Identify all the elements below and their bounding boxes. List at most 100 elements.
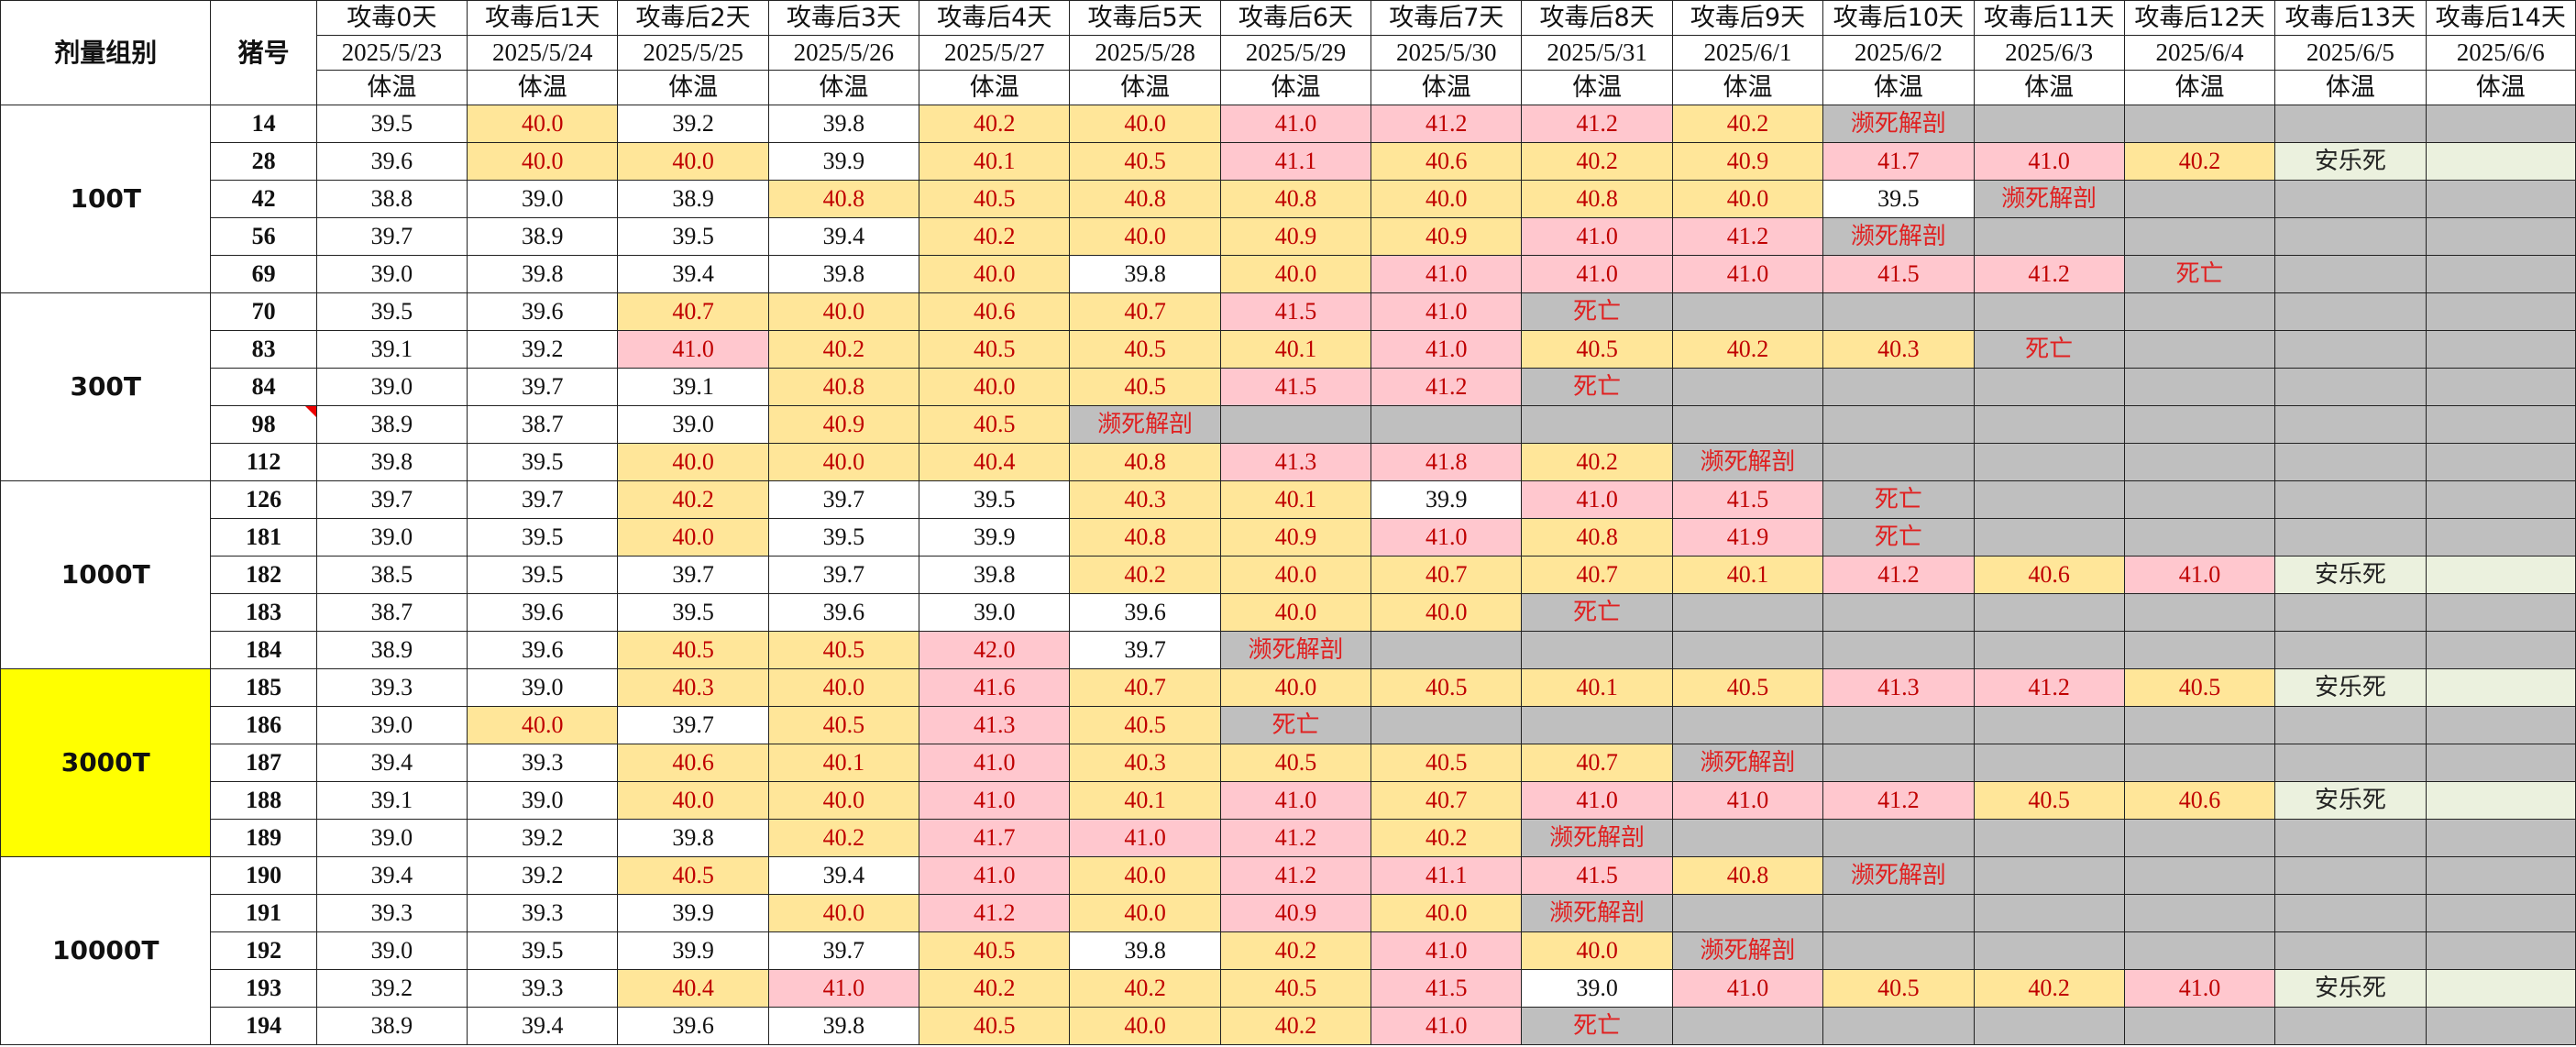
temperature-cell[interactable]: 40.0 — [1069, 105, 1221, 143]
status-cell[interactable]: 死亡 — [1219, 706, 1372, 744]
empty-cell[interactable] — [1671, 292, 1824, 331]
temperature-cell[interactable]: 38.9 — [617, 180, 769, 218]
temperature-cell[interactable]: 40.0 — [1069, 856, 1221, 895]
temperature-cell[interactable]: 41.0 — [919, 856, 1071, 895]
temperature-cell[interactable]: 40.0 — [1219, 593, 1372, 632]
temperature-cell[interactable]: 41.0 — [1371, 1007, 1523, 1045]
empty-cell[interactable] — [2425, 368, 2576, 406]
temperature-cell[interactable]: 40.2 — [919, 217, 1071, 256]
temperature-cell[interactable]: 39.1 — [315, 781, 468, 820]
temperature-cell[interactable]: 40.9 — [1671, 142, 1824, 181]
temperature-cell[interactable]: 40.7 — [1069, 668, 1221, 707]
temperature-cell[interactable]: 39.0 — [315, 518, 468, 557]
temperature-cell[interactable]: 40.0 — [1371, 180, 1523, 218]
temperature-cell[interactable]: 40.5 — [617, 856, 769, 895]
temperature-cell[interactable]: 40.1 — [1219, 480, 1372, 519]
empty-cell[interactable] — [2425, 142, 2576, 181]
status-cell[interactable]: 安乐死 — [2274, 668, 2427, 707]
empty-cell[interactable] — [2425, 781, 2576, 820]
empty-cell[interactable] — [1822, 931, 1975, 970]
empty-cell[interactable] — [1371, 405, 1523, 444]
empty-cell[interactable] — [2123, 706, 2276, 744]
empty-cell[interactable] — [1973, 443, 2125, 481]
status-cell[interactable]: 安乐死 — [2274, 142, 2427, 181]
empty-cell[interactable] — [1973, 706, 2125, 744]
temperature-cell[interactable]: 38.9 — [315, 631, 468, 669]
empty-cell[interactable] — [1973, 518, 2125, 557]
temperature-cell[interactable]: 39.2 — [467, 856, 619, 895]
status-cell[interactable]: 濒死解剖 — [1069, 405, 1221, 444]
empty-cell[interactable] — [1822, 894, 1975, 932]
temperature-cell[interactable]: 40.0 — [767, 292, 920, 331]
temperature-cell[interactable]: 39.6 — [467, 593, 619, 632]
temperature-cell[interactable]: 39.8 — [617, 819, 769, 857]
empty-cell[interactable] — [1822, 1007, 1975, 1045]
temperature-cell[interactable]: 40.5 — [919, 180, 1071, 218]
temperature-cell[interactable]: 40.5 — [1371, 668, 1523, 707]
empty-cell[interactable] — [1822, 405, 1975, 444]
temperature-cell[interactable]: 40.0 — [1219, 668, 1372, 707]
empty-cell[interactable] — [1671, 1007, 1824, 1045]
temperature-cell[interactable]: 40.4 — [919, 443, 1071, 481]
temperature-cell[interactable]: 40.2 — [1521, 142, 1673, 181]
temperature-cell[interactable]: 40.5 — [919, 330, 1071, 369]
temperature-cell[interactable]: 38.8 — [315, 180, 468, 218]
temperature-cell[interactable]: 40.5 — [767, 706, 920, 744]
temperature-cell[interactable]: 39.6 — [767, 593, 920, 632]
temperature-cell[interactable]: 41.0 — [919, 744, 1071, 782]
temperature-cell[interactable]: 40.2 — [919, 969, 1071, 1008]
temperature-cell[interactable]: 40.8 — [1069, 518, 1221, 557]
temperature-cell[interactable]: 40.2 — [1219, 1007, 1372, 1045]
empty-cell[interactable] — [2123, 744, 2276, 782]
empty-cell[interactable] — [2123, 819, 2276, 857]
temperature-cell[interactable]: 41.5 — [1822, 255, 1975, 293]
temperature-cell[interactable]: 41.0 — [1671, 781, 1824, 820]
empty-cell[interactable] — [2123, 217, 2276, 256]
empty-cell[interactable] — [1219, 405, 1372, 444]
temperature-cell[interactable]: 38.9 — [315, 405, 468, 444]
temperature-cell[interactable]: 39.0 — [315, 931, 468, 970]
temperature-cell[interactable]: 40.0 — [617, 781, 769, 820]
temperature-cell[interactable]: 41.0 — [2123, 969, 2276, 1008]
temperature-cell[interactable]: 41.0 — [1521, 480, 1673, 519]
temperature-cell[interactable]: 40.5 — [1069, 368, 1221, 406]
temperature-cell[interactable]: 40.8 — [1671, 856, 1824, 895]
empty-cell[interactable] — [2274, 593, 2427, 632]
temperature-cell[interactable]: 40.0 — [767, 443, 920, 481]
status-cell[interactable]: 濒死解剖 — [1219, 631, 1372, 669]
temperature-cell[interactable]: 41.0 — [1521, 255, 1673, 293]
empty-cell[interactable] — [1973, 744, 2125, 782]
temperature-cell[interactable]: 41.0 — [1371, 931, 1523, 970]
temperature-cell[interactable]: 39.7 — [767, 480, 920, 519]
empty-cell[interactable] — [2274, 368, 2427, 406]
temperature-cell[interactable]: 39.3 — [467, 969, 619, 1008]
empty-cell[interactable] — [2274, 105, 2427, 143]
empty-cell[interactable] — [1973, 405, 2125, 444]
temperature-cell[interactable]: 41.1 — [1219, 142, 1372, 181]
temperature-cell[interactable]: 39.7 — [315, 480, 468, 519]
temperature-cell[interactable]: 39.4 — [767, 217, 920, 256]
temperature-cell[interactable]: 39.0 — [919, 593, 1071, 632]
temperature-cell[interactable]: 41.2 — [1822, 781, 1975, 820]
temperature-cell[interactable]: 40.2 — [1973, 969, 2125, 1008]
temperature-cell[interactable]: 39.8 — [919, 556, 1071, 594]
temperature-cell[interactable]: 40.6 — [919, 292, 1071, 331]
empty-cell[interactable] — [1822, 292, 1975, 331]
temperature-cell[interactable]: 41.3 — [1219, 443, 1372, 481]
empty-cell[interactable] — [1671, 706, 1824, 744]
temperature-cell[interactable]: 39.0 — [467, 180, 619, 218]
empty-cell[interactable] — [1973, 105, 2125, 143]
empty-cell[interactable] — [1371, 706, 1523, 744]
empty-cell[interactable] — [2123, 518, 2276, 557]
temperature-cell[interactable]: 39.8 — [467, 255, 619, 293]
temperature-cell[interactable]: 40.5 — [1219, 744, 1372, 782]
temperature-cell[interactable]: 40.8 — [1521, 518, 1673, 557]
empty-cell[interactable] — [2274, 894, 2427, 932]
empty-cell[interactable] — [2425, 706, 2576, 744]
temperature-cell[interactable]: 41.2 — [1521, 105, 1673, 143]
empty-cell[interactable] — [2274, 631, 2427, 669]
temperature-cell[interactable]: 41.1 — [1371, 856, 1523, 895]
empty-cell[interactable] — [1822, 706, 1975, 744]
temperature-cell[interactable]: 40.5 — [919, 1007, 1071, 1045]
temperature-cell[interactable]: 40.2 — [1219, 931, 1372, 970]
